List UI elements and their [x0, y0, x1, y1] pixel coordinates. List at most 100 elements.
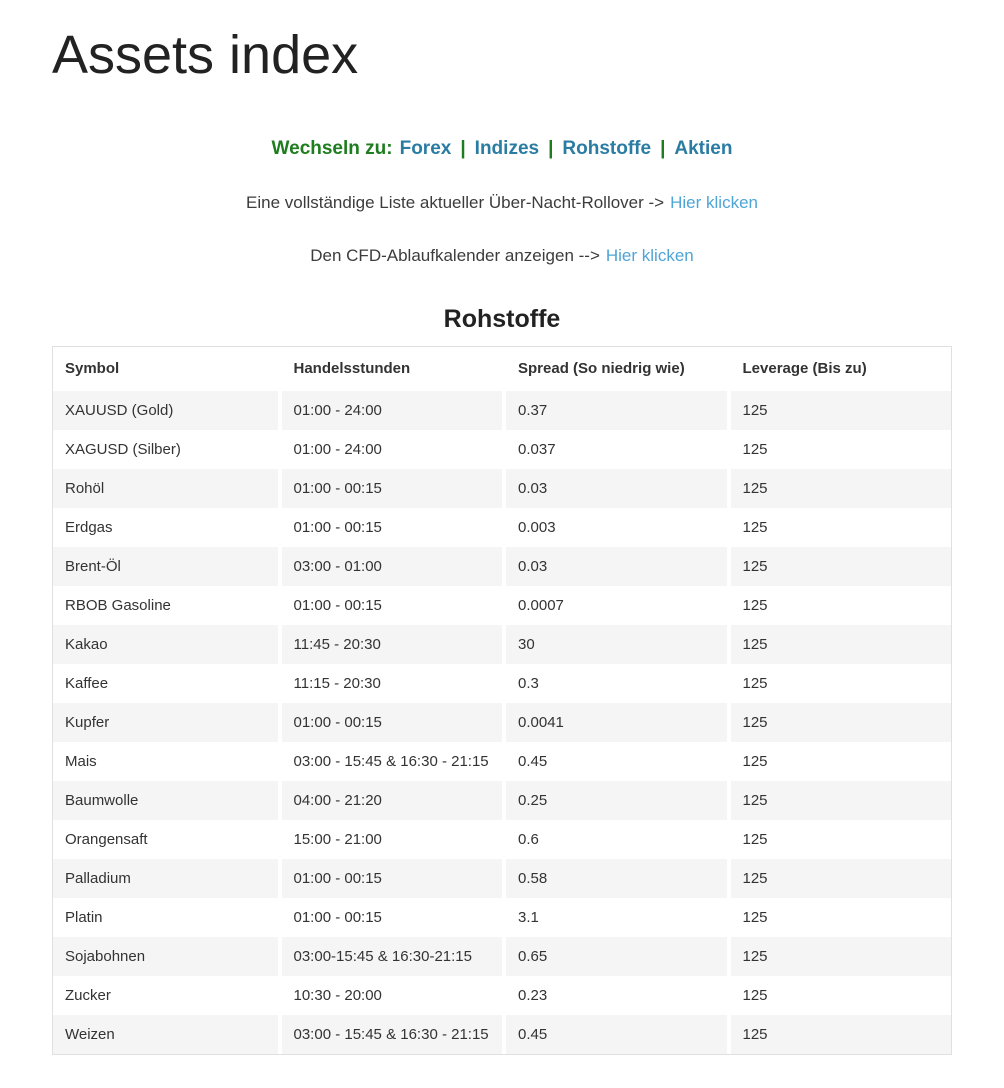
cell-leverage: 125: [726, 976, 951, 1016]
cell-symbol: Rohöl: [53, 469, 278, 509]
cell-trading-hours: 03:00-15:45 & 16:30-21:15: [277, 937, 502, 977]
cell-spread: 0.45: [502, 1015, 727, 1055]
cell-leverage: 125: [726, 898, 951, 938]
cell-trading-hours: 01:00 - 00:15: [277, 586, 502, 626]
cell-trading-hours: 01:00 - 00:15: [277, 508, 502, 548]
cell-symbol: Sojabohnen: [53, 937, 278, 977]
table-row: Weizen 03:00 - 15:45 & 16:30 - 21:15 0.4…: [53, 1015, 951, 1055]
asset-class-nav: Wechseln zu: Forex | Indizes | Rohstoffe | Akti…: [0, 138, 1004, 160]
cell-trading-hours: 01:00 - 00:15: [277, 898, 502, 938]
table-row: Kupfer 01:00 - 00:15 0.0041 125: [53, 703, 951, 743]
nav-separator: |: [660, 138, 666, 160]
nav-link-forex[interactable]: Forex: [399, 138, 452, 160]
cell-symbol: Kupfer: [53, 703, 278, 743]
table-row: Mais 03:00 - 15:45 & 16:30 - 21:15 0.45 …: [53, 742, 951, 782]
cell-trading-hours: 10:30 - 20:00: [277, 976, 502, 1016]
cell-symbol: Zucker: [53, 976, 278, 1016]
cell-spread: 0.58: [502, 859, 727, 899]
cell-trading-hours: 11:45 - 20:30: [277, 625, 502, 665]
cell-trading-hours: 03:00 - 15:45 & 16:30 - 21:15: [277, 1015, 502, 1055]
cell-spread: 0.45: [502, 742, 727, 782]
rollover-link[interactable]: Hier klicken: [670, 193, 758, 213]
nav-separator: |: [548, 138, 554, 160]
cell-leverage: 125: [726, 1015, 951, 1055]
table-row: XAUUSD (Gold) 01:00 - 24:00 0.37 125: [53, 391, 951, 431]
cell-spread: 0.25: [502, 781, 727, 821]
cell-symbol: Orangensaft: [53, 820, 278, 860]
cell-spread: 0.0007: [502, 586, 727, 626]
cell-trading-hours: 01:00 - 00:15: [277, 469, 502, 509]
cell-spread: 30: [502, 625, 727, 665]
cell-leverage: 125: [726, 664, 951, 704]
cell-leverage: 125: [726, 430, 951, 470]
col-header-trading-hours: Handelsstunden: [277, 347, 502, 392]
cell-spread: 0.003: [502, 508, 727, 548]
cell-trading-hours: 04:00 - 21:20: [277, 781, 502, 821]
cell-leverage: 125: [726, 625, 951, 665]
table-row: Kakao 11:45 - 20:30 30 125: [53, 625, 951, 665]
cell-symbol: Erdgas: [53, 508, 278, 548]
nav-link-aktien[interactable]: Aktien: [674, 138, 733, 160]
cell-symbol: Weizen: [53, 1015, 278, 1055]
cell-leverage: 125: [726, 703, 951, 743]
cell-trading-hours: 01:00 - 00:15: [277, 859, 502, 899]
cell-symbol: Kaffee: [53, 664, 278, 704]
cell-spread: 0.65: [502, 937, 727, 977]
nav-separator: |: [460, 138, 466, 160]
cell-leverage: 125: [726, 508, 951, 548]
table-row: Sojabohnen 03:00-15:45 & 16:30-21:15 0.6…: [53, 937, 951, 977]
cell-spread: 3.1: [502, 898, 727, 938]
table-row: Kaffee 11:15 - 20:30 0.3 125: [53, 664, 951, 704]
rollover-notice: Eine vollständige Liste aktueller Über-N…: [0, 192, 1004, 213]
cell-trading-hours: 03:00 - 15:45 & 16:30 - 21:15: [277, 742, 502, 782]
cell-spread: 0.3: [502, 664, 727, 704]
cell-trading-hours: 15:00 - 21:00: [277, 820, 502, 860]
table-title: Rohstoffe: [443, 305, 561, 334]
table-row: Erdgas 01:00 - 00:15 0.003 125: [53, 508, 951, 548]
cell-leverage: 125: [726, 781, 951, 821]
cell-symbol: XAGUSD (Silber): [53, 430, 278, 470]
cell-spread: 0.037: [502, 430, 727, 470]
cell-symbol: Kakao: [53, 625, 278, 665]
cell-spread: 0.03: [502, 469, 727, 509]
cell-trading-hours: 01:00 - 00:15: [277, 703, 502, 743]
nav-label: Wechseln zu:: [271, 138, 393, 160]
cell-symbol: Mais: [53, 742, 278, 782]
cell-leverage: 125: [726, 391, 951, 431]
page-title: Assets index: [52, 25, 359, 85]
nav-link-indizes[interactable]: Indizes: [474, 138, 540, 160]
cell-spread: 0.6: [502, 820, 727, 860]
col-header-symbol: Symbol: [53, 347, 278, 392]
cfd-calendar-link[interactable]: Hier klicken: [605, 246, 694, 266]
table-header: Symbol Handelsstunden Spread (So niedrig…: [53, 347, 951, 392]
cell-spread: 0.03: [502, 547, 727, 587]
cell-trading-hours: 01:00 - 24:00: [277, 430, 502, 470]
table-row: Palladium 01:00 - 00:15 0.58 125: [53, 859, 951, 899]
col-header-spread: Spread (So niedrig wie): [502, 347, 727, 392]
nav-link-rohstoffe[interactable]: Rohstoffe: [562, 138, 652, 160]
cell-leverage: 125: [726, 586, 951, 626]
cell-trading-hours: 01:00 - 24:00: [277, 391, 502, 431]
cell-leverage: 125: [726, 859, 951, 899]
cell-leverage: 125: [726, 742, 951, 782]
table-header-row: Symbol Handelsstunden Spread (So niedrig…: [53, 347, 951, 392]
cell-spread: 0.23: [502, 976, 727, 1016]
cfd-calendar-notice-text: Den CFD-Ablaufkalender anzeigen -->: [310, 246, 600, 266]
cell-symbol: Brent-Öl: [53, 547, 278, 587]
table-row: Orangensaft 15:00 - 21:00 0.6 125: [53, 820, 951, 860]
table-body: XAUUSD (Gold) 01:00 - 24:00 0.37 125 XAG…: [53, 391, 951, 1055]
cell-spread: 0.37: [502, 391, 727, 431]
cell-symbol: Palladium: [53, 859, 278, 899]
cell-trading-hours: 11:15 - 20:30: [277, 664, 502, 704]
cell-symbol: Baumwolle: [53, 781, 278, 821]
cell-leverage: 125: [726, 937, 951, 977]
table-row: Zucker 10:30 - 20:00 0.23 125: [53, 976, 951, 1016]
table-row: RBOB Gasoline 01:00 - 00:15 0.0007 125: [53, 586, 951, 626]
cell-spread: 0.0041: [502, 703, 727, 743]
table-row: Brent-Öl 03:00 - 01:00 0.03 125: [53, 547, 951, 587]
cell-trading-hours: 03:00 - 01:00: [277, 547, 502, 587]
table-row: Baumwolle 04:00 - 21:20 0.25 125: [53, 781, 951, 821]
table-row: Platin 01:00 - 00:15 3.1 125: [53, 898, 951, 938]
cell-leverage: 125: [726, 469, 951, 509]
cfd-calendar-notice: Den CFD-Ablaufkalender anzeigen --> Hier …: [0, 245, 1004, 266]
